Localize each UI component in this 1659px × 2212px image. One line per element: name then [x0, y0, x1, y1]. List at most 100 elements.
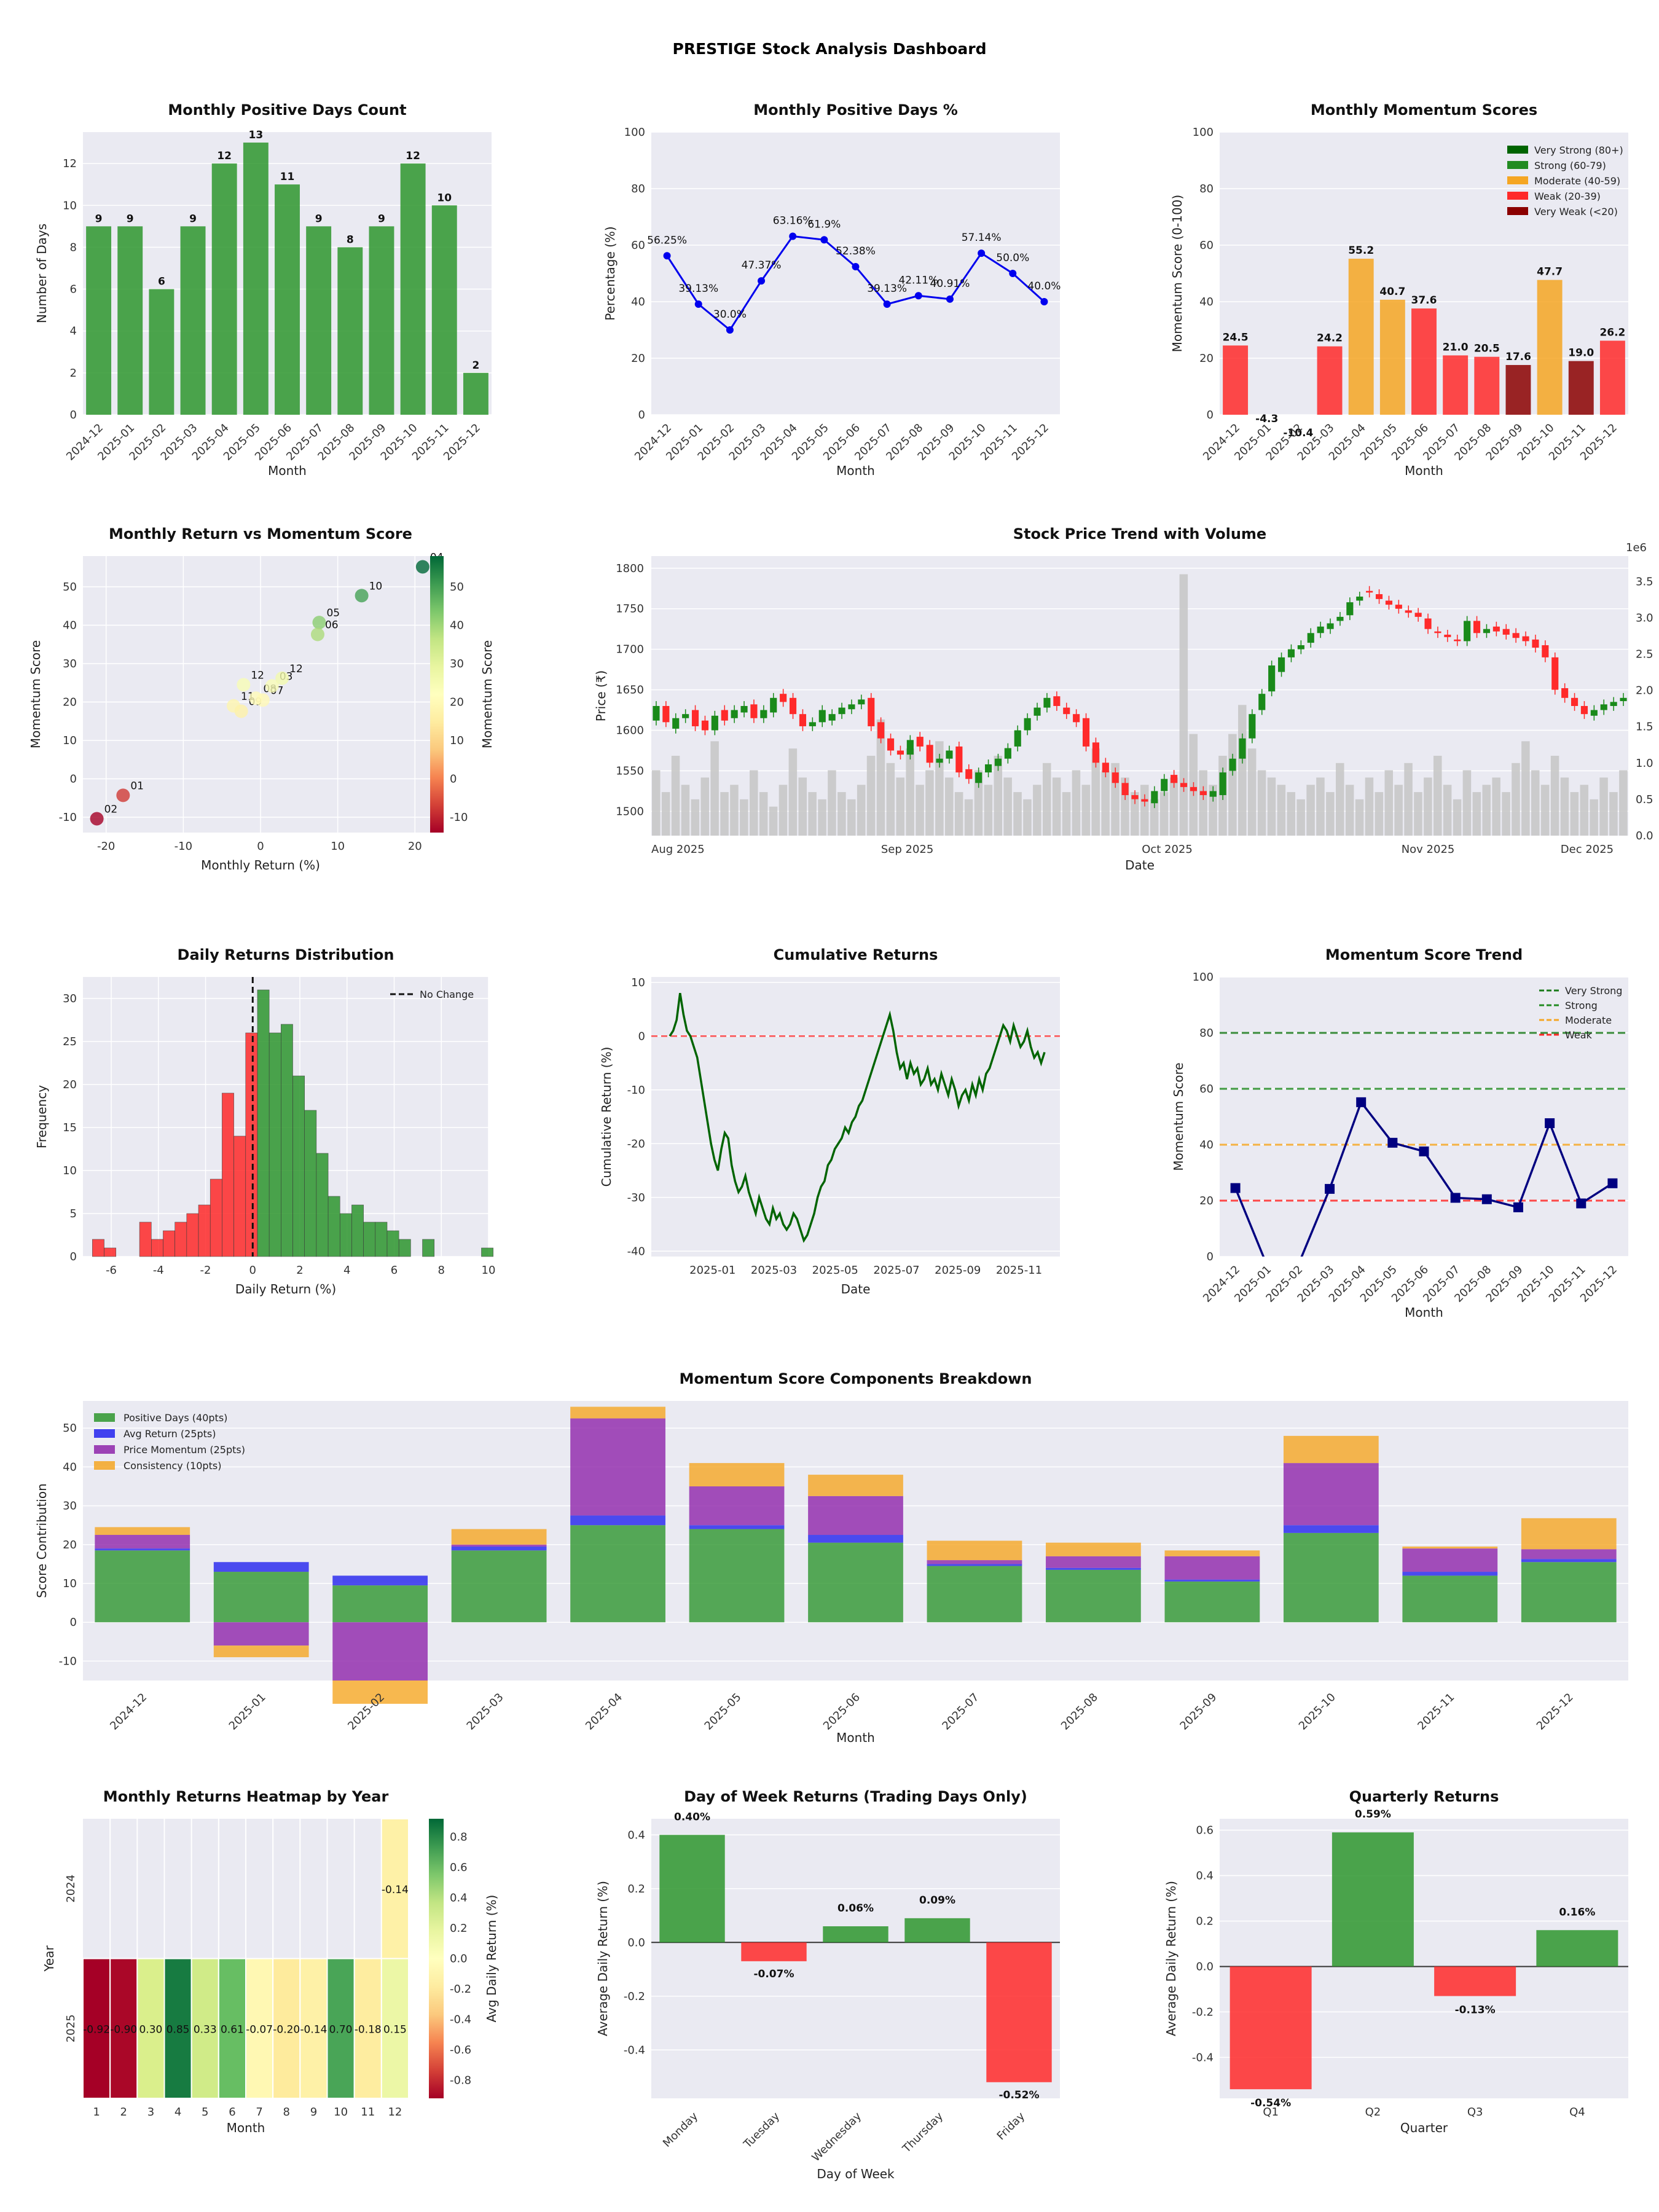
data-point	[275, 671, 289, 685]
chart-quarterly-returns: -0.4 -0.2 0.0 0.2 0.4 0.6 -0.54%Q1 0.59% Q2 -0.13…	[1164, 1788, 1628, 2135]
y-tick-label: 20	[631, 352, 645, 365]
candle-body	[653, 705, 660, 721]
x-tick-label: 4	[175, 2106, 181, 2119]
stacked-bar-segment	[332, 1575, 428, 1586]
candle-body	[946, 750, 953, 759]
candle-body	[1502, 629, 1510, 635]
data-label: 57.14%	[962, 232, 1002, 244]
candle-body	[1405, 610, 1412, 613]
candle-body	[1219, 772, 1226, 796]
x-tick-label: 7	[256, 2106, 262, 2119]
point-label: 10	[369, 580, 383, 592]
y-axis-label: Cumulative Return (%)	[599, 1047, 614, 1187]
chart-title: Momentum Score Trend	[1325, 946, 1523, 963]
legend-label: Positive Days (40pts)	[124, 1412, 227, 1424]
candle-body	[1414, 613, 1422, 617]
data-label: 0.06%	[837, 1902, 874, 1915]
volume-bar	[954, 792, 963, 836]
point-label: 12	[251, 669, 264, 681]
heatmap-cell	[272, 1958, 301, 2099]
stacked-bar-segment	[1402, 1572, 1498, 1576]
colorbar-tick: 0.2	[450, 1922, 468, 1935]
x-tick-label: 2025-08	[1059, 1691, 1100, 1733]
data-label: -0.07%	[753, 1968, 794, 1980]
data-point	[1576, 1198, 1586, 1209]
data-point	[1325, 1183, 1335, 1194]
candle-body	[1112, 772, 1119, 783]
y2-tick-label: 1.5	[1636, 721, 1653, 734]
data-point	[1419, 1146, 1429, 1156]
bar	[369, 226, 394, 415]
data-label: 56.25%	[647, 234, 687, 246]
stacked-bar-segment	[808, 1542, 903, 1623]
volume-bar	[798, 777, 807, 836]
volume-bar	[916, 785, 924, 836]
candle-body	[1053, 696, 1061, 706]
y-tick-label: 15	[63, 1121, 77, 1134]
stacked-bar-segment	[1402, 1548, 1498, 1572]
candle-body	[877, 722, 885, 739]
histogram-bar	[339, 1213, 352, 1257]
y-tick-label: 50	[63, 1422, 77, 1435]
volume-bar	[1443, 785, 1452, 836]
stacked-bar-segment	[332, 1681, 428, 1704]
cell-label: 0.61	[221, 2023, 244, 2036]
data-point	[883, 300, 891, 308]
volume-bar	[769, 806, 778, 836]
x-tick-label: Q3	[1467, 2106, 1483, 2119]
heatmap-cell	[326, 1958, 355, 2099]
x-tick-label: 11	[361, 2106, 375, 2119]
x-tick-label: 2025-11	[996, 1264, 1042, 1277]
histogram-bar	[327, 1196, 340, 1257]
data-point	[1387, 1137, 1398, 1148]
volume-bar	[779, 785, 788, 836]
data-point	[1450, 1193, 1461, 1203]
y-tick-label: 30	[63, 1500, 77, 1513]
stacked-bar-segment	[213, 1645, 309, 1658]
bar	[275, 184, 300, 415]
data-label: 2	[473, 359, 480, 372]
data-point	[1481, 1194, 1492, 1204]
x-tick-label: Q2	[1365, 2106, 1381, 2119]
y2-tick-label: 1.0	[1636, 757, 1653, 770]
volume-bar	[1502, 792, 1510, 836]
candle-body	[1073, 714, 1080, 723]
x-axis-label: Day of Week	[817, 2167, 895, 2181]
y-tick-label: 1550	[616, 764, 644, 777]
y-tick-label: 50	[63, 581, 77, 594]
heatmap-cell	[136, 1958, 165, 2099]
y-tick-label: 1700	[616, 643, 644, 656]
histogram-bar	[398, 1239, 411, 1257]
candle-body	[1043, 697, 1051, 708]
x-tick-label: 2025-09	[1177, 1691, 1219, 1733]
bar	[180, 226, 206, 415]
data-label: 39.13%	[867, 283, 907, 295]
stacked-bar-segment	[213, 1562, 309, 1572]
candle-body	[1171, 775, 1178, 783]
data-label: 9	[189, 213, 197, 225]
candle-body	[1014, 730, 1021, 747]
candle-body	[1268, 665, 1276, 692]
volume-bar	[1619, 770, 1628, 836]
volume-bar	[1209, 785, 1217, 836]
data-label: 24.5	[1223, 331, 1249, 343]
histogram-bar	[304, 1110, 317, 1257]
volume-bar	[671, 756, 680, 836]
legend-label: Moderate	[1565, 1014, 1612, 1026]
bar	[659, 1835, 725, 1943]
volume-bar	[1238, 705, 1247, 836]
candle-body	[1307, 633, 1314, 643]
volume-bar	[730, 785, 739, 836]
candle-body	[1131, 795, 1139, 799]
data-label: 12	[406, 150, 420, 162]
candle-body	[1385, 600, 1393, 605]
candle-body	[789, 697, 797, 715]
x-tick-label: -20	[97, 840, 115, 853]
candle-body	[1580, 705, 1588, 715]
stacked-bar-segment	[570, 1406, 665, 1419]
volume-bar	[1257, 770, 1266, 836]
bar	[400, 163, 426, 415]
histogram-bar	[269, 1032, 281, 1257]
data-label: 47.7	[1537, 266, 1563, 278]
